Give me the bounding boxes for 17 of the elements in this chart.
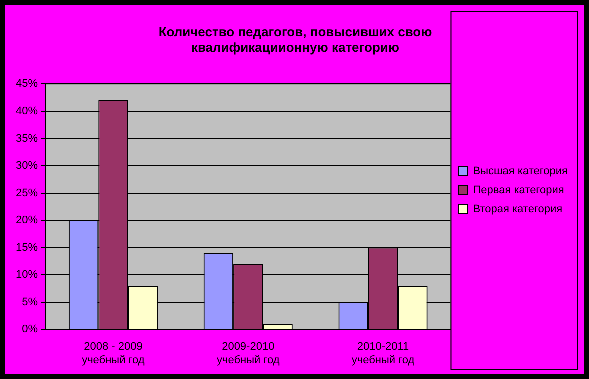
x-tick-label: 2010-2011 учебный год: [352, 341, 416, 366]
x-tick-label: 2008 - 2009 учебный год: [82, 341, 146, 366]
y-tick-label: 30%: [16, 160, 38, 172]
y-tick-label: 0%: [22, 324, 38, 336]
legend-label: Высшая категория: [473, 166, 568, 178]
y-tick-label: 35%: [16, 132, 38, 145]
y-tick-label: 40%: [16, 106, 38, 118]
legend-label: Вторая категория: [473, 204, 563, 216]
y-tick-label: 45%: [16, 78, 38, 90]
legend-label: Первая категория: [473, 184, 564, 197]
x-tick-label: 2009-2010 учебный год: [216, 341, 280, 366]
y-tick-label: 5%: [22, 296, 38, 308]
y-tick-label: 15%: [16, 242, 38, 254]
chart-title: Количество педагогов, повысивших свою квалификациионную категорию: [158, 24, 432, 55]
y-tick-label: 25%: [16, 187, 38, 200]
y-tick-label: 10%: [16, 269, 38, 282]
y-tick-label: 20%: [16, 214, 38, 227]
